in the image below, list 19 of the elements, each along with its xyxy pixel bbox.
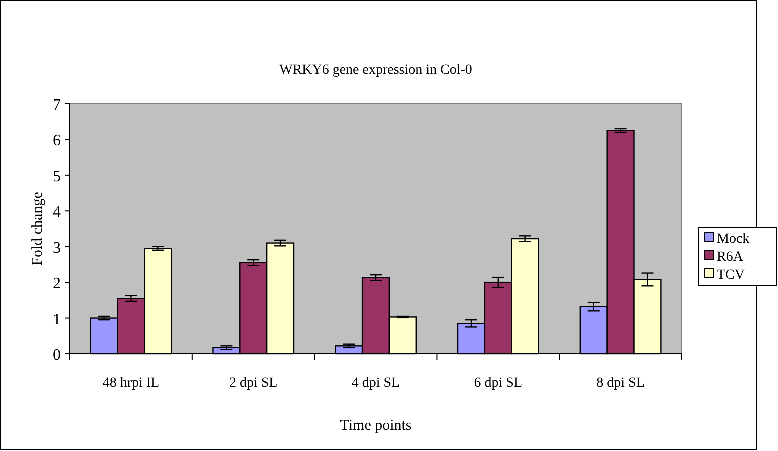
y-tick-label: 2: [53, 276, 61, 293]
legend-label: Mock: [717, 232, 750, 247]
y-tick-label: 0: [53, 347, 61, 364]
x-tick-label: 48 hrpi IL: [102, 376, 160, 391]
y-tick-label: 3: [53, 240, 61, 257]
x-tick-label: 2 dpi SL: [229, 376, 278, 391]
legend-label: R6A: [717, 250, 744, 265]
x-tick-label: 8 dpi SL: [596, 376, 645, 391]
y-tick-label: 1: [53, 311, 61, 328]
y-axis-title: Fold change: [30, 192, 46, 266]
y-tick-label: 4: [53, 204, 61, 222]
x-axis-title: Time points: [340, 418, 412, 434]
y-tick-label: 5: [53, 168, 61, 186]
chart-title: WRKY6 gene expression in Col-0: [280, 63, 472, 78]
y-tick-label: 7: [53, 97, 61, 114]
x-tick-label: 6 dpi SL: [474, 376, 523, 391]
y-tick-label: 6: [53, 132, 61, 150]
x-tick-label: 4 dpi SL: [352, 376, 400, 391]
legend-label: TCV: [717, 268, 745, 283]
